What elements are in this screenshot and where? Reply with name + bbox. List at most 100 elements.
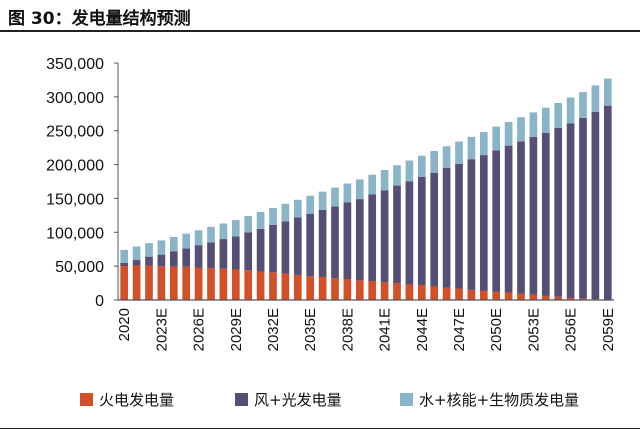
bar-segment-2-2043E [405,160,414,182]
x-tick-label: 2023E [153,308,170,351]
bar-segment-1-2050E [492,150,501,292]
bar-segment-0-2053E [529,294,538,300]
bar-segment-1-2025E [182,248,191,267]
bar-segment-2-2027E [207,226,215,243]
y-tick-label: 250,000 [46,124,104,141]
chart-title: 图 30：发电量结构预测 [8,9,191,29]
bar-segment-0-2045E [430,286,439,300]
bar-segment-2-2049E [479,132,488,156]
bar-segment-1-2033E [281,221,290,274]
bar-segment-2-2042E [393,165,401,186]
bar-segment-2-2024E [169,237,178,252]
legend-swatch [235,393,248,406]
legend-item-wind-solar: 风+光发电量 [235,389,342,410]
bar-segment-1-2047E [455,163,463,289]
bar-segment-1-2056E [566,123,575,298]
bar-segment-0-2033E [281,273,290,300]
bar-segment-0-2023E [157,266,166,300]
bar-segment-0-2037E [331,278,339,300]
x-tick-label: 2035E [302,308,319,351]
bar-segment-0-2057E [579,298,587,300]
bar-segment-0-2032E [269,272,277,300]
legend-swatch [80,393,93,406]
bar-segment-1-2021E [132,260,141,266]
x-tick-label: 2050E [488,308,505,351]
bar-segment-0-2046E [442,287,451,300]
bar-segment-2-2047E [455,141,463,164]
bar-segment-0-2054E [541,295,550,300]
bar-segment-2-2048E [467,136,476,160]
bar-segment-1-2054E [541,132,550,296]
bar-segment-1-2038E [343,202,352,280]
x-tick-label: 2047E [451,308,468,351]
bar-segment-2-2045E [430,151,439,173]
bar-segment-2-2059E [603,78,612,106]
bar-segment-2-2052E [517,117,525,142]
y-tick-label: 50,000 [55,259,104,276]
bar-segment-2-2058E [591,85,600,112]
bar-segment-0-2026E [194,267,203,300]
x-tick-label: 2041E [377,308,394,351]
bar-segment-1-2024E [169,251,178,267]
bar-segment-2-2035E [306,195,315,215]
bar-segment-0-2030E [244,270,253,300]
bar-segment-1-2029E [231,236,240,270]
bar-segment-1-2043E [405,181,414,285]
bar-segment-0-2021E [132,265,141,300]
bar-segment-0-2035E [306,276,315,300]
bar-segment-1-2057E [579,117,587,299]
legend-label: 水+核能+生物质发电量 [419,391,580,409]
bar-segment-0-2036E [318,276,327,300]
bar-segment-1-2030E [244,232,253,271]
bar-segment-2-2023E [157,240,166,255]
bar-segment-2-2046E [442,146,451,168]
bar-segment-1-2036E [318,209,327,277]
bar-segment-0-2048E [467,289,476,300]
bar-segment-1-2041E [380,190,389,283]
bar-segment-0-2020 [120,266,129,300]
bar-segment-1-2037E [331,206,339,279]
bar-segment-0-2047E [455,288,463,300]
bar-segment-0-2027E [207,268,215,300]
y-tick-label: 300,000 [46,90,104,107]
bar-segment-1-2055E [554,128,563,297]
bar-segment-0-2056E [566,297,575,300]
x-tick-label: 2032E [265,308,282,351]
bar-segment-1-2031E [256,228,265,272]
bar-segment-0-2025E [182,266,191,300]
bar-segment-0-2043E [405,284,414,300]
bar-segment-0-2038E [343,279,352,300]
legend-item-hydro-nuclear-bio: 水+核能+生物质发电量 [400,389,579,410]
bar-segment-1-2048E [467,159,476,290]
title-divider [0,30,640,32]
x-tick-label: 2044E [414,308,431,351]
bar-segment-2-2022E [145,243,153,257]
bar-segment-2-2041E [380,169,389,191]
y-tick-label: 100,000 [46,225,104,242]
y-tick-label: 0 [95,293,104,310]
bar-segment-1-2052E [517,141,525,294]
bar-segment-2-2029E [231,220,240,237]
bar-segment-1-2027E [207,242,215,269]
bar-segment-2-2028E [219,223,228,240]
bar-segment-0-2055E [554,296,563,300]
bar-segment-2-2033E [281,203,290,222]
bar-segment-2-2020 [120,249,129,263]
bar-segment-2-2050E [492,126,501,151]
bar-segment-2-2030E [244,216,253,233]
bar-segment-0-2050E [492,291,501,300]
bar-segment-0-2028E [219,268,228,300]
bar-segment-2-2031E [256,211,265,229]
x-tick-label: 2053E [525,308,542,351]
bar-segment-1-2046E [442,167,451,288]
bar-segment-1-2059E [603,105,612,300]
y-tick-label: 200,000 [46,158,104,175]
bar-segment-0-2044E [417,285,426,300]
bar-segment-1-2042E [393,185,401,284]
bar-segment-2-2054E [541,107,550,133]
bar-segment-1-2049E [479,155,488,291]
x-tick-label: 2020 [116,308,133,341]
bar-segment-1-2051E [504,145,513,293]
bar-segment-2-2044E [417,155,426,177]
bar-segment-0-2034E [293,274,302,300]
